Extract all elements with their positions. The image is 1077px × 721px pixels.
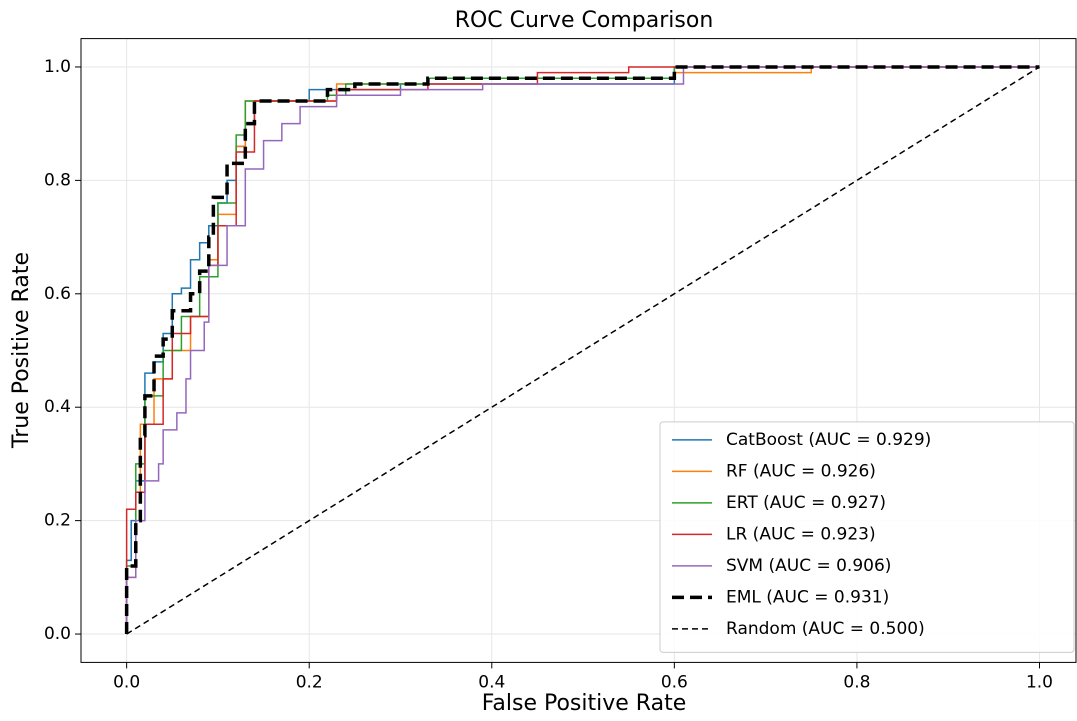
x-tick-label: 0.8 <box>843 672 870 692</box>
x-axis-label: False Positive Rate <box>482 691 686 716</box>
legend-label: LR (AUC = 0.923) <box>726 524 876 544</box>
legend-label: EML (AUC = 0.931) <box>726 587 889 607</box>
x-tick-label: 0.6 <box>661 672 688 692</box>
legend-label: ERT (AUC = 0.927) <box>726 493 886 513</box>
y-tick-label: 0.2 <box>44 511 71 531</box>
roc-curve <box>126 66 1040 635</box>
x-tick-label: 1.0 <box>1026 672 1053 692</box>
y-tick-label: 0.8 <box>44 170 71 190</box>
legend-label: RF (AUC = 0.926) <box>726 461 876 481</box>
legend-label: SVM (AUC = 0.906) <box>726 556 891 576</box>
legend-label: Random (AUC = 0.500) <box>726 619 925 639</box>
roc-curve <box>124 65 1040 635</box>
chart-title: ROC Curve Comparison <box>455 8 714 33</box>
y-tick-label: 1.0 <box>44 57 71 77</box>
y-axis-label: True Positive Rate <box>9 252 34 449</box>
legend-box <box>659 421 1075 653</box>
plot-frame <box>80 38 1077 663</box>
y-tick-label: 0.4 <box>44 397 71 417</box>
y-tick-label: 0.6 <box>44 284 71 304</box>
y-tick-label: 0.0 <box>44 624 71 644</box>
x-tick-label: 0.0 <box>113 672 140 692</box>
x-tick-label: 0.4 <box>478 672 505 692</box>
legend-label: CatBoost (AUC = 0.929) <box>726 430 931 450</box>
x-tick-label: 0.2 <box>296 672 323 692</box>
